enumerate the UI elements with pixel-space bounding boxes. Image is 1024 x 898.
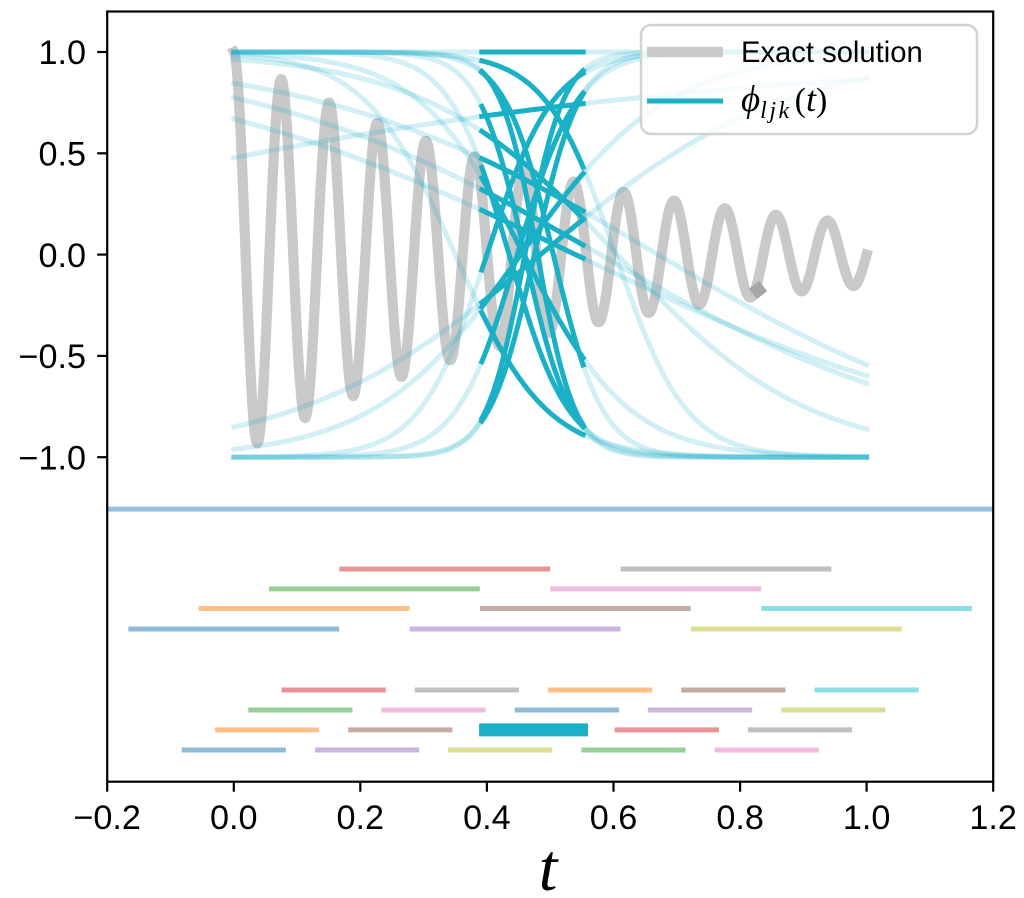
svg-text:1.0: 1.0 — [843, 799, 891, 837]
svg-text:t: t — [539, 831, 559, 898]
svg-text:0.6: 0.6 — [590, 799, 638, 837]
svg-text:0.8: 0.8 — [716, 799, 764, 837]
svg-text:−0.2: −0.2 — [73, 799, 141, 837]
svg-text:0.5: 0.5 — [38, 136, 86, 174]
svg-text:1.0: 1.0 — [38, 34, 86, 72]
svg-text:0.0: 0.0 — [210, 799, 258, 837]
svg-text:Exact solution: Exact solution — [741, 37, 923, 69]
svg-text:−1.0: −1.0 — [19, 439, 87, 477]
svg-text:0.4: 0.4 — [463, 799, 511, 837]
svg-text:0.2: 0.2 — [337, 799, 385, 837]
svg-text:1.2: 1.2 — [969, 799, 1017, 837]
svg-text:0.0: 0.0 — [38, 237, 86, 275]
svg-text:−0.5: −0.5 — [19, 338, 87, 376]
